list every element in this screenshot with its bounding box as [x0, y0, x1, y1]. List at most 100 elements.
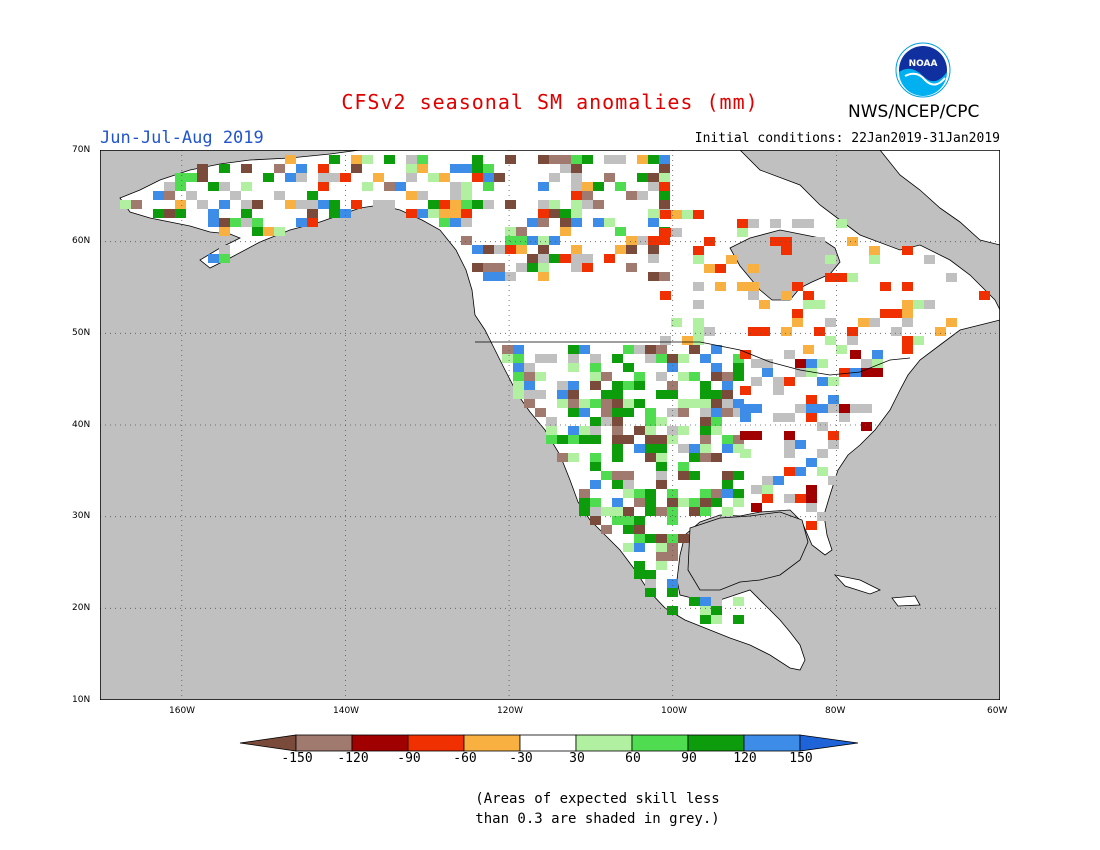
anomaly-cell — [733, 597, 744, 606]
colorbar-label: -120 — [337, 751, 369, 766]
anomaly-cell — [711, 417, 722, 426]
anomaly-cell — [285, 200, 296, 209]
anomaly-cell — [817, 467, 828, 476]
anomaly-cell — [656, 435, 667, 444]
anomaly-cell — [693, 255, 704, 264]
anomaly-cell — [590, 462, 601, 471]
anomaly-cell — [648, 182, 659, 191]
anomaly-cell — [645, 345, 656, 354]
anomaly-cell — [762, 359, 773, 368]
anomaly-cell — [645, 444, 656, 453]
anomaly-cell — [828, 440, 839, 449]
anomaly-cell — [623, 516, 634, 525]
anomaly-cell — [560, 227, 571, 236]
anomaly-cell — [784, 431, 795, 440]
anomaly-cell — [527, 236, 538, 245]
colorbar-segment — [519, 734, 577, 752]
anomaly-cell — [645, 588, 656, 597]
anomaly-cell — [296, 200, 307, 209]
anomaly-cell — [612, 417, 623, 426]
anomaly-cell — [847, 336, 858, 345]
anomaly-cell — [439, 173, 450, 182]
anomaly-cell — [700, 444, 711, 453]
anomaly-cell — [637, 191, 648, 200]
anomaly-cell — [806, 395, 817, 404]
anomaly-cell — [792, 318, 803, 327]
anomaly-cell — [740, 404, 751, 413]
anomaly-cell — [535, 408, 546, 417]
anomaly-cell — [535, 372, 546, 381]
anomaly-cell — [869, 318, 880, 327]
anomaly-cell — [645, 453, 656, 462]
anomaly-cell — [417, 155, 428, 164]
anomaly-cell — [806, 458, 817, 467]
anomaly-cell — [803, 291, 814, 300]
anomaly-cell — [872, 359, 883, 368]
lon-label: 160W — [169, 706, 196, 716]
anomaly-cell — [219, 164, 230, 173]
anomaly-cell — [839, 413, 850, 422]
anomaly-cell — [197, 200, 208, 209]
anomaly-cell — [689, 444, 700, 453]
colorbar-label: 150 — [789, 751, 813, 766]
anomaly-cell — [483, 263, 494, 272]
anomaly-cell — [645, 570, 656, 579]
anomaly-cell — [784, 494, 795, 503]
anomaly-cell — [667, 390, 678, 399]
anomaly-cell — [612, 480, 623, 489]
colorbar-arrow-high — [799, 734, 859, 752]
anomaly-cell — [648, 173, 659, 182]
anomaly-cell — [836, 345, 847, 354]
anomaly-cell — [197, 173, 208, 182]
anomaly-cell — [340, 173, 351, 182]
anomaly-cell — [590, 516, 601, 525]
anomaly-cell — [524, 399, 535, 408]
anomaly-cell — [571, 254, 582, 263]
anomaly-cell — [656, 471, 667, 480]
anomaly-cell — [634, 399, 645, 408]
anomaly-cell — [274, 227, 285, 236]
anomaly-cell — [637, 173, 648, 182]
anomaly-cell — [659, 200, 670, 209]
anomaly-cell — [693, 318, 704, 327]
anomaly-cell — [131, 200, 142, 209]
anomaly-cell — [711, 399, 722, 408]
colorbar-label: -90 — [397, 751, 421, 766]
colorbar-segment — [351, 734, 409, 752]
anomaly-cell — [784, 467, 795, 476]
anomaly-cell — [428, 173, 439, 182]
anomaly-cell — [711, 606, 722, 615]
anomaly-cell — [733, 354, 744, 363]
anomaly-cell — [417, 191, 428, 200]
anomaly-cell — [847, 273, 858, 282]
anomaly-cell — [549, 155, 560, 164]
anomaly-cell — [660, 210, 671, 219]
anomaly-cell — [659, 182, 670, 191]
anomaly-cell — [505, 200, 516, 209]
anomaly-cell — [439, 200, 450, 209]
anomaly-cell — [579, 345, 590, 354]
anomaly-cell — [208, 254, 219, 263]
anomaly-cell — [626, 263, 637, 272]
anomaly-cell — [836, 273, 847, 282]
anomaly-cell — [623, 525, 634, 534]
footnote-line-2: than 0.3 are shaded in grey.) — [475, 811, 720, 827]
anomaly-cell — [648, 218, 659, 227]
anomaly-cell — [612, 426, 623, 435]
anomaly-cell — [733, 408, 744, 417]
anomaly-cell — [538, 155, 549, 164]
anomaly-cell — [656, 534, 667, 543]
anomaly-cell — [285, 155, 296, 164]
anomaly-cell — [806, 485, 817, 494]
anomaly-cell — [759, 273, 770, 282]
anomaly-cell — [656, 345, 667, 354]
anomaly-cell — [645, 489, 656, 498]
lon-label: 60W — [987, 706, 1008, 716]
anomaly-cell — [839, 368, 850, 377]
anomaly-cell — [579, 498, 590, 507]
anomaly-cell — [538, 200, 549, 209]
anomaly-cell — [711, 453, 722, 462]
anomaly-cell — [513, 381, 524, 390]
anomaly-cell — [660, 228, 671, 237]
anomaly-cell — [902, 336, 913, 345]
